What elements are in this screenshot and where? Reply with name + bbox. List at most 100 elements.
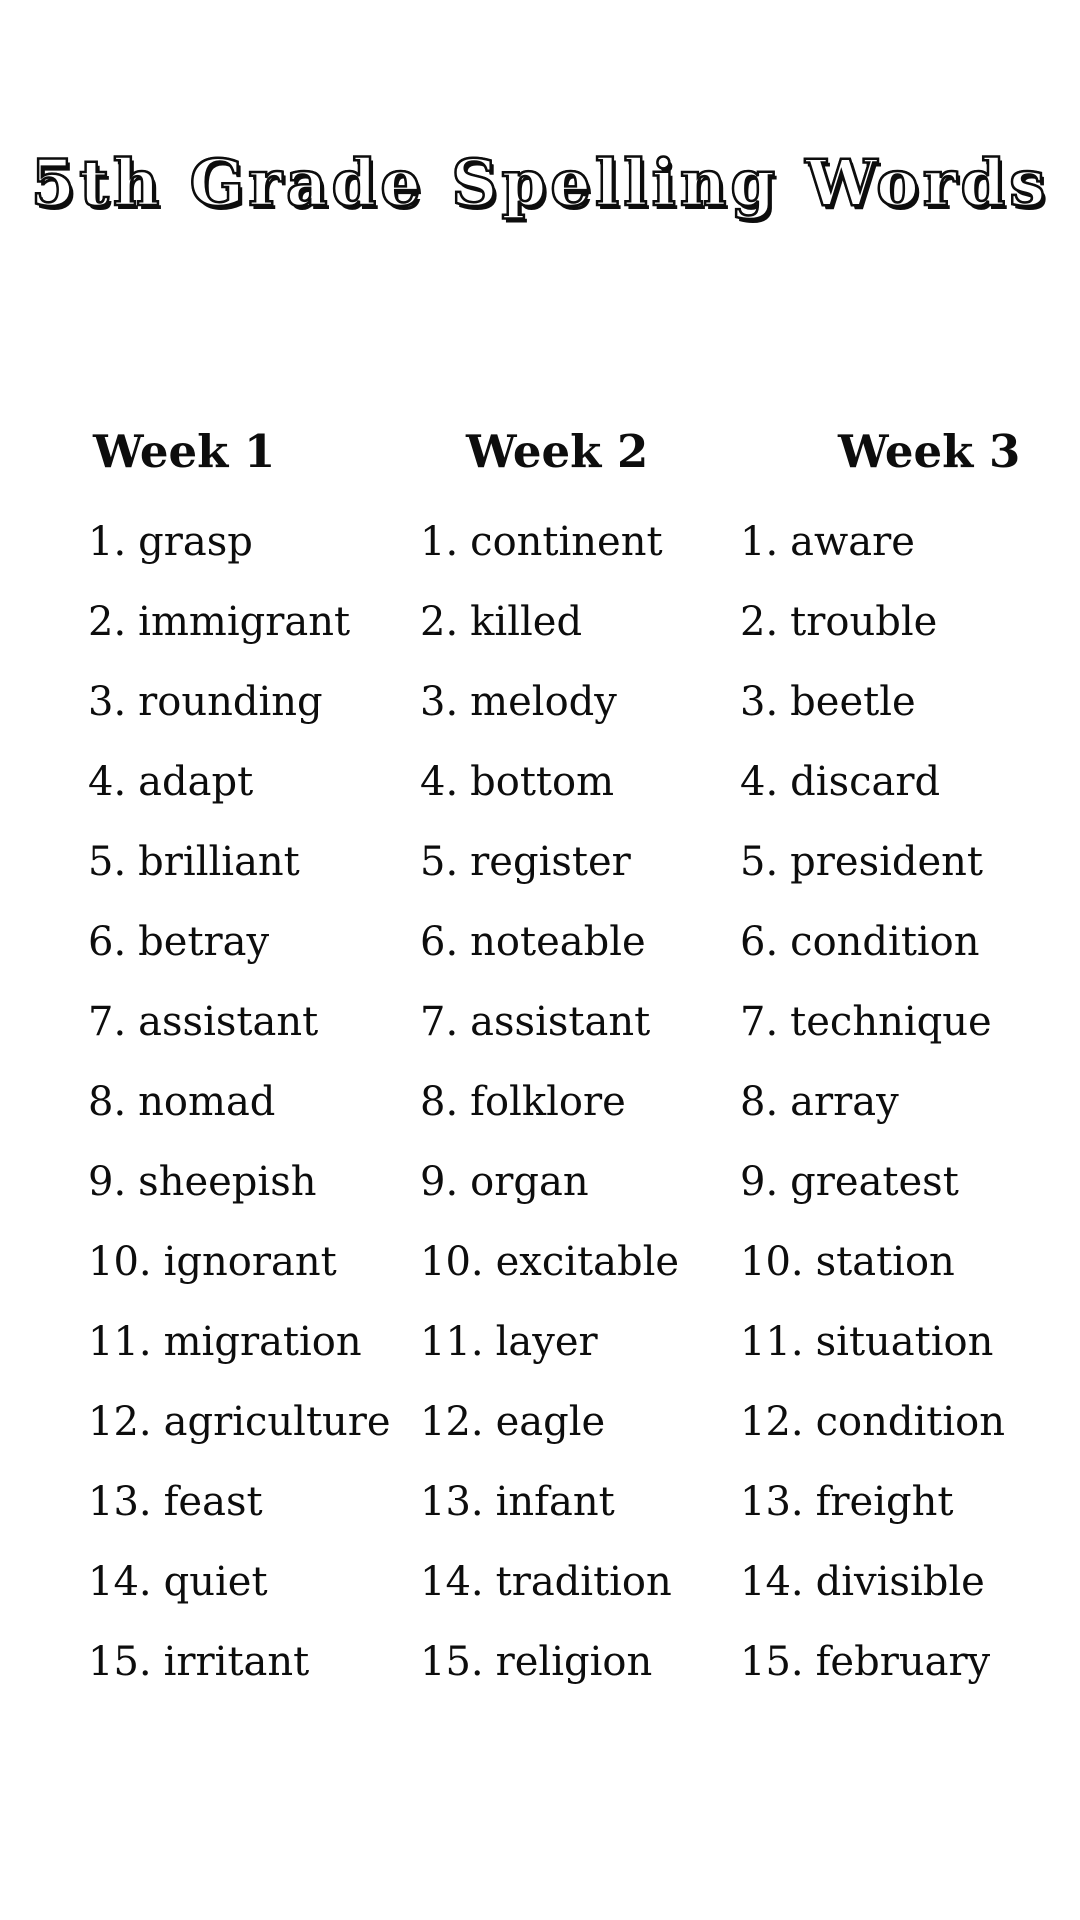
- item-word: eagle: [495, 1399, 606, 1446]
- list-item: 7. technique: [740, 982, 1080, 1062]
- list-item: 9. sheepish: [88, 1142, 420, 1222]
- item-number: 14.: [88, 1559, 152, 1606]
- week-3-header: Week 3: [838, 425, 1021, 479]
- list-item: 6. betray: [88, 902, 420, 982]
- list-item: 3. beetle: [740, 662, 1080, 742]
- item-word: discard: [790, 759, 941, 806]
- list-item: 6. noteable: [420, 902, 740, 982]
- item-word: president: [790, 839, 984, 886]
- item-word: organ: [470, 1159, 589, 1206]
- item-number: 13.: [740, 1479, 804, 1526]
- list-item: 8. folklore: [420, 1062, 740, 1142]
- list-item: 8. nomad: [88, 1062, 420, 1142]
- item-word: religion: [495, 1639, 653, 1686]
- item-number: 8.: [740, 1079, 779, 1126]
- item-number: 6.: [88, 919, 127, 966]
- list-item: 9. greatest: [740, 1142, 1080, 1222]
- item-word: february: [815, 1639, 991, 1686]
- item-word: brilliant: [138, 839, 300, 886]
- list-item: 14. divisible: [740, 1542, 1080, 1622]
- item-number: 3.: [88, 679, 127, 726]
- item-word: layer: [495, 1319, 598, 1366]
- item-number: 10.: [420, 1239, 484, 1286]
- item-word: register: [470, 839, 631, 886]
- item-word: betray: [138, 919, 270, 966]
- list-item: 2. killed: [420, 582, 740, 662]
- item-number: 9.: [88, 1159, 127, 1206]
- item-word: infant: [495, 1479, 615, 1526]
- item-word: ignorant: [163, 1239, 337, 1286]
- list-item: 2. immigrant: [88, 582, 420, 662]
- item-number: 14.: [740, 1559, 804, 1606]
- list-item: 15. religion: [420, 1622, 740, 1702]
- list-item: 13. infant: [420, 1462, 740, 1542]
- list-item: 6. condition: [740, 902, 1080, 982]
- list-item: 1. continent: [420, 502, 740, 582]
- item-word: technique: [790, 999, 992, 1046]
- item-number: 11.: [88, 1319, 152, 1366]
- item-number: 3.: [740, 679, 779, 726]
- list-item: 12. eagle: [420, 1382, 740, 1462]
- item-number: 1.: [88, 519, 127, 566]
- item-number: 12.: [420, 1399, 484, 1446]
- item-word: feast: [163, 1479, 263, 1526]
- list-item: 11. layer: [420, 1302, 740, 1382]
- item-word: migration: [163, 1319, 362, 1366]
- item-number: 15.: [420, 1639, 484, 1686]
- list-item: 5. brilliant: [88, 822, 420, 902]
- week-3-word-list: 1. aware 2. trouble 3. beetle 4. discard 5. presi…: [740, 502, 1080, 1702]
- item-word: situation: [815, 1319, 994, 1366]
- item-word: rounding: [138, 679, 323, 726]
- item-word: array: [790, 1079, 899, 1126]
- item-number: 15.: [88, 1639, 152, 1686]
- list-item: 10. station: [740, 1222, 1080, 1302]
- list-item: 7. assistant: [88, 982, 420, 1062]
- item-number: 7.: [420, 999, 459, 1046]
- list-item: 14. tradition: [420, 1542, 740, 1622]
- item-word: noteable: [470, 919, 646, 966]
- week-column-2: Week 2 1. continent 2. killed 3. melody 4. bott…: [420, 429, 740, 1702]
- item-number: 2.: [740, 599, 779, 646]
- item-word: freight: [815, 1479, 954, 1526]
- item-word: condition: [815, 1399, 1005, 1446]
- item-number: 11.: [740, 1319, 804, 1366]
- item-number: 12.: [740, 1399, 804, 1446]
- item-number: 1.: [740, 519, 779, 566]
- item-word: bottom: [470, 759, 615, 806]
- item-word: nomad: [138, 1079, 276, 1126]
- item-number: 4.: [740, 759, 779, 806]
- item-number: 2.: [420, 599, 459, 646]
- item-word: immigrant: [138, 599, 351, 646]
- list-item: 1. aware: [740, 502, 1080, 582]
- list-item: 15. february: [740, 1622, 1080, 1702]
- item-word: aware: [790, 519, 915, 566]
- item-number: 7.: [740, 999, 779, 1046]
- week-columns: Week 1 1. grasp 2. immigrant 3. rounding 4. ada…: [0, 429, 1080, 1702]
- item-word: killed: [470, 599, 583, 646]
- item-word: excitable: [495, 1239, 680, 1286]
- list-item: 12. agriculture: [88, 1382, 420, 1462]
- item-word: grasp: [138, 519, 253, 566]
- week-1-word-list: 1. grasp 2. immigrant 3. rounding 4. adapt 5. bri…: [88, 502, 420, 1702]
- item-number: 5.: [88, 839, 127, 886]
- item-word: quiet: [163, 1559, 268, 1606]
- list-item: 3. rounding: [88, 662, 420, 742]
- item-word: condition: [790, 919, 980, 966]
- item-word: sheepish: [138, 1159, 317, 1206]
- item-number: 7.: [88, 999, 127, 1046]
- week-column-3: Week 3 1. aware 2. trouble 3. beetle 4. discard…: [740, 429, 1080, 1702]
- week-2-word-list: 1. continent 2. killed 3. melody 4. bottom 5. reg…: [420, 502, 740, 1702]
- item-number: 6.: [740, 919, 779, 966]
- item-number: 9.: [420, 1159, 459, 1206]
- item-number: 5.: [740, 839, 779, 886]
- item-word: tradition: [495, 1559, 672, 1606]
- item-number: 4.: [88, 759, 127, 806]
- list-item: 7. assistant: [420, 982, 740, 1062]
- item-word: beetle: [790, 679, 916, 726]
- list-item: 8. array: [740, 1062, 1080, 1142]
- item-word: station: [815, 1239, 955, 1286]
- list-item: 4. adapt: [88, 742, 420, 822]
- item-number: 1.: [420, 519, 459, 566]
- item-word: melody: [470, 679, 617, 726]
